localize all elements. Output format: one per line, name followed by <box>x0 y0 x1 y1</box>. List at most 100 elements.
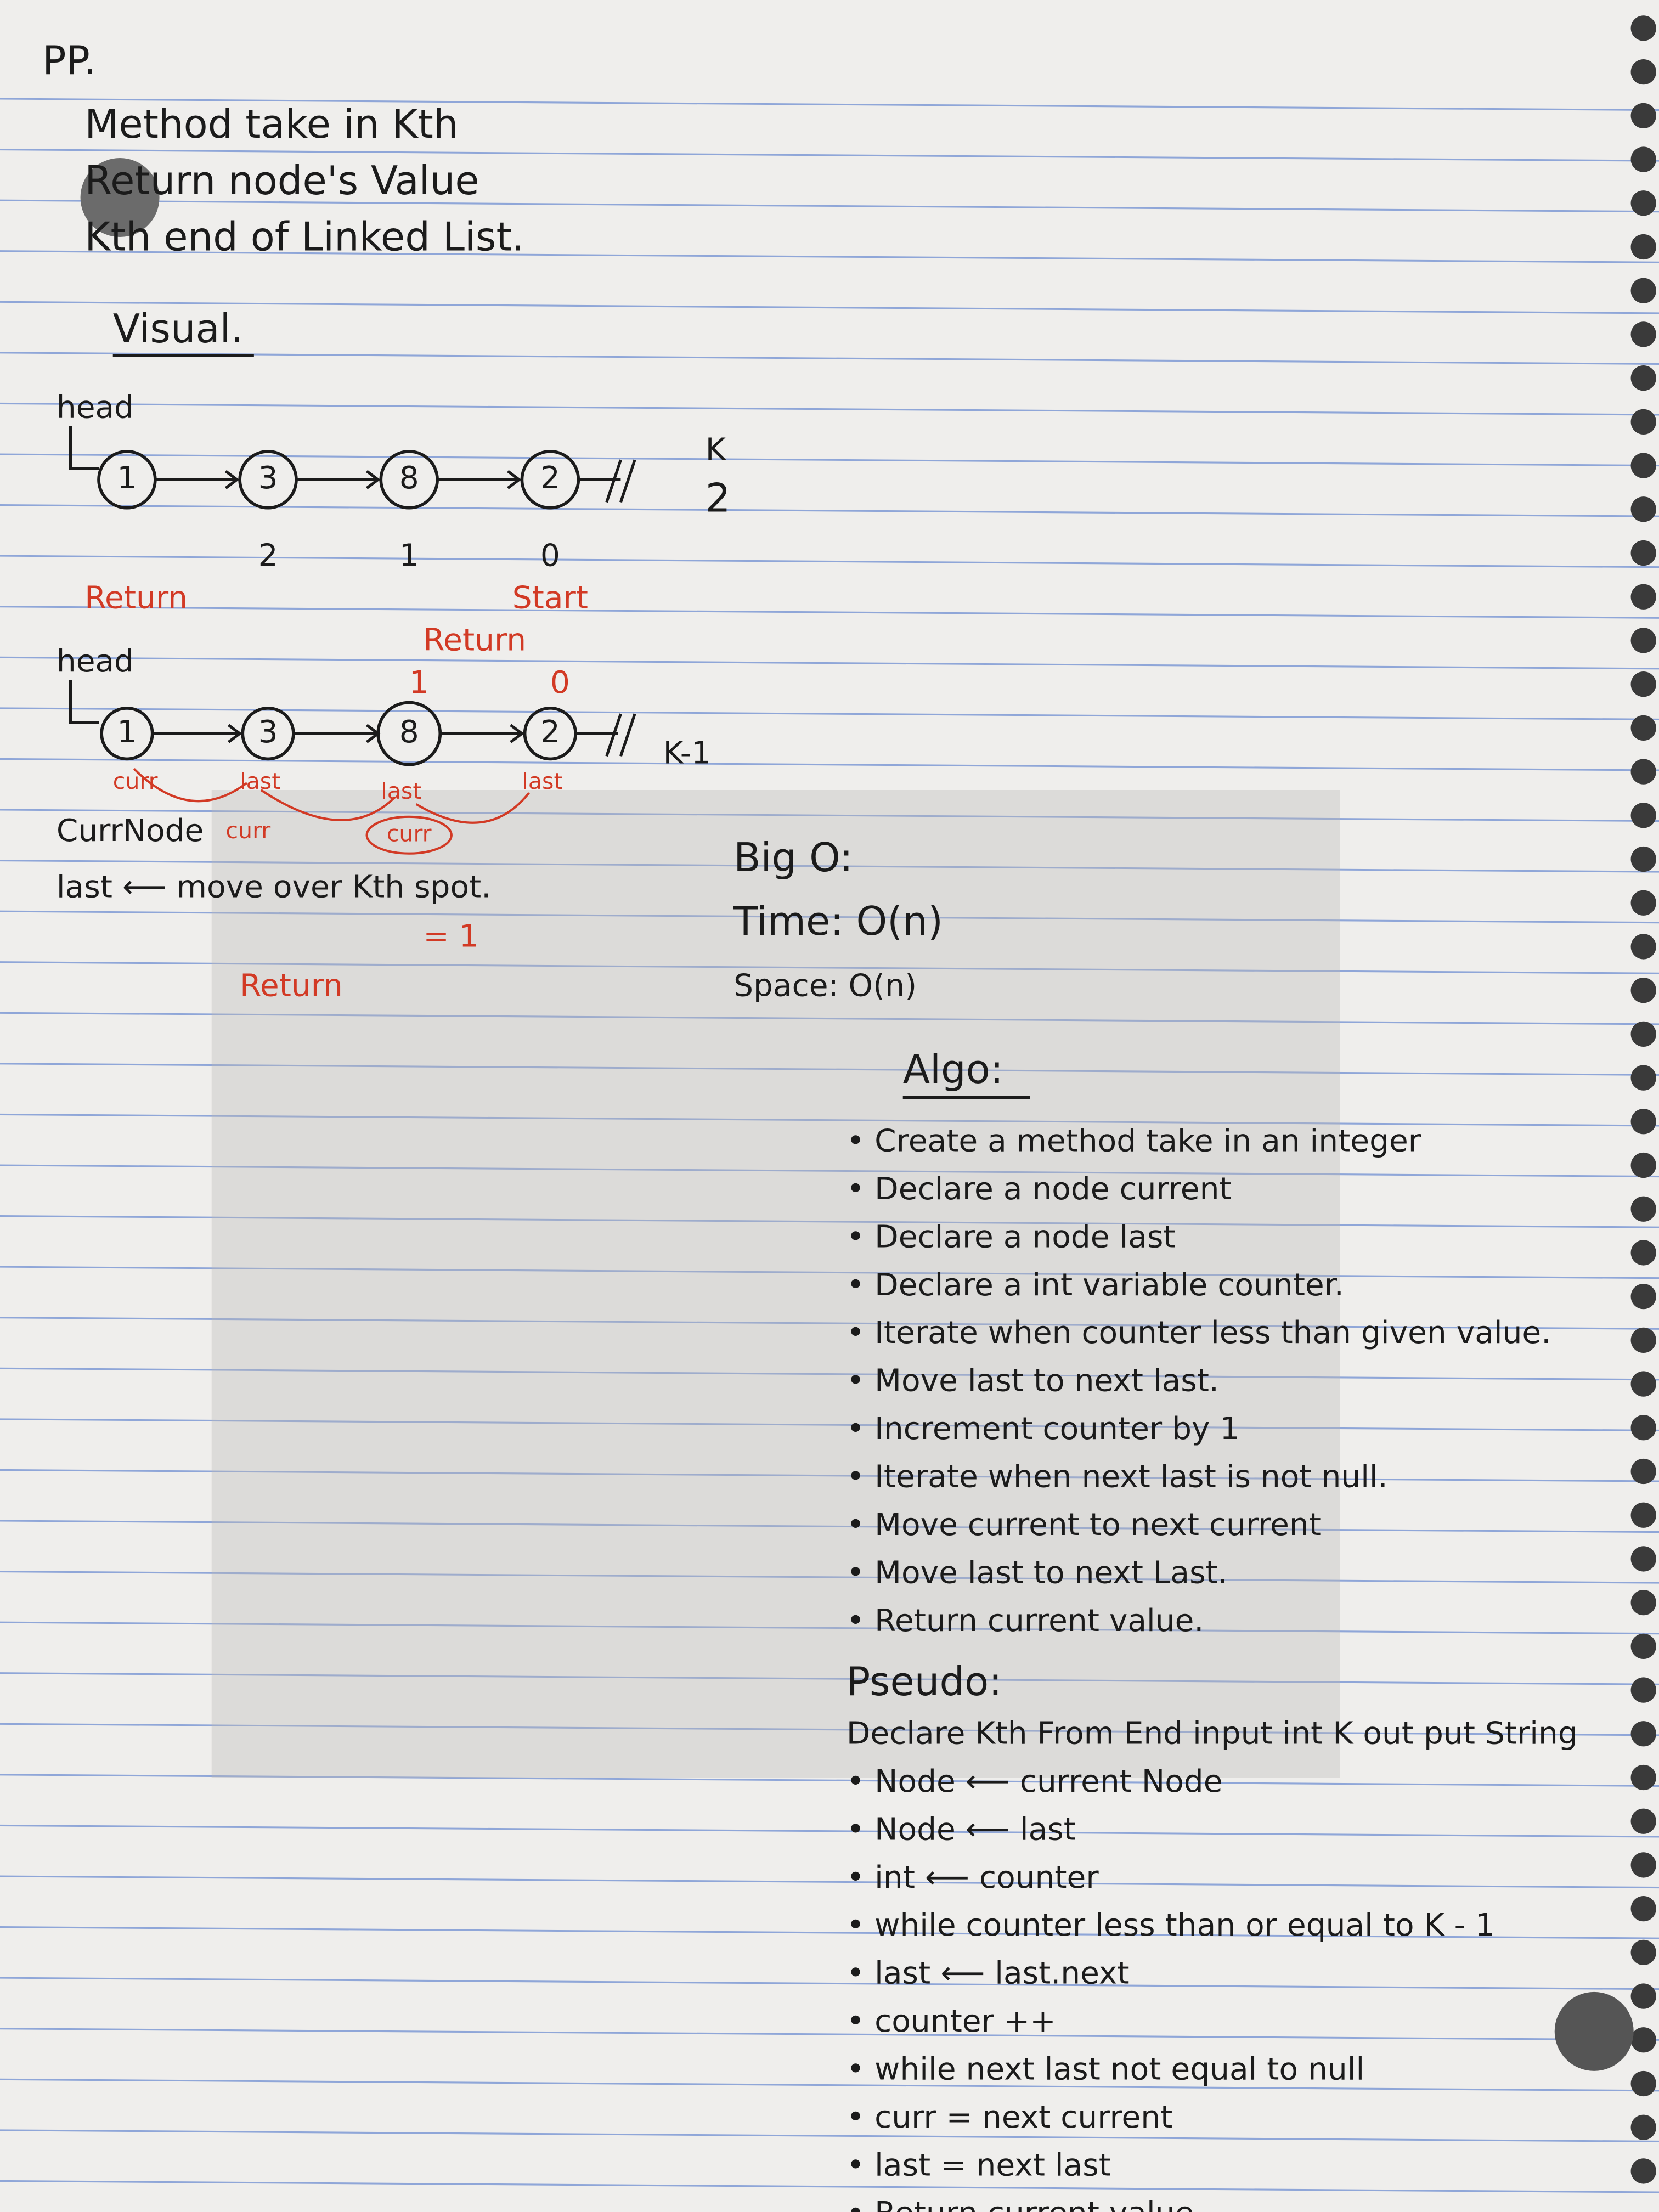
hole <box>1630 846 1656 872</box>
hole <box>1630 278 1656 303</box>
hole <box>1630 1152 1656 1178</box>
rule-line <box>0 2028 1659 2041</box>
pseudo-line: • while counter less than or equal to K … <box>847 1907 1495 1943</box>
hole <box>1630 890 1656 916</box>
rule-line <box>0 2129 1659 2142</box>
hole <box>1630 1109 1656 1135</box>
rule-line <box>0 555 1659 568</box>
node-value: 3 <box>258 460 278 496</box>
hole <box>1630 1502 1656 1528</box>
count: 1 <box>409 664 429 701</box>
rule-line <box>0 1672 1659 1685</box>
shadow <box>211 790 1340 1778</box>
algo-step: • Declare a node last <box>847 1218 1176 1255</box>
hole <box>1630 628 1656 653</box>
hole <box>1630 1196 1656 1222</box>
node-value: 1 <box>117 714 137 750</box>
equals-note: = 1 <box>423 918 478 955</box>
problem-line: Method take in Kth <box>84 101 458 147</box>
rule-line <box>0 758 1659 771</box>
rule-line <box>0 1723 1659 1736</box>
big-o-title: Big O: <box>733 834 853 881</box>
algo-step: • Move last to next last. <box>847 1363 1219 1399</box>
hole <box>1630 1852 1656 1878</box>
hole <box>1630 59 1656 85</box>
hole <box>1630 103 1656 128</box>
rule-line <box>0 910 1659 924</box>
node <box>241 707 295 761</box>
hole <box>1630 321 1656 347</box>
algo-step: • Iterate when next last is not null. <box>847 1458 1388 1494</box>
rule-line <box>0 1266 1659 1279</box>
rule-line <box>0 1621 1659 1635</box>
rule-line <box>0 961 1659 974</box>
curr-label: curr <box>225 817 270 844</box>
punch-hole <box>1554 1991 1634 2071</box>
hole <box>1630 234 1656 260</box>
pseudo-line: • Node ⟵ last <box>847 1811 1076 1847</box>
node-value: 1 <box>117 460 137 496</box>
hole <box>1630 1896 1656 1922</box>
hole <box>1630 584 1656 610</box>
hole <box>1630 540 1656 566</box>
circle-mark <box>365 815 453 855</box>
k-value: 2 <box>706 475 731 521</box>
algo-title: Algo: <box>903 1046 1003 1092</box>
rule-line <box>0 1571 1659 1584</box>
node-value: 2 <box>540 714 560 750</box>
rule-line <box>0 2078 1659 2092</box>
node-value: 8 <box>399 714 419 750</box>
hole <box>1630 1983 1656 2009</box>
count: 0 <box>550 664 570 701</box>
hole <box>1630 2070 1656 2097</box>
pseudo-declare: Declare Kth From End input int K out put… <box>847 1715 1578 1751</box>
hole <box>1630 190 1656 216</box>
hole <box>1630 453 1656 478</box>
rule-line <box>0 301 1659 314</box>
hole <box>1630 1371 1656 1397</box>
index: 0 <box>540 537 560 573</box>
rule-line <box>0 352 1659 365</box>
hole <box>1630 1633 1656 1659</box>
algo-step: • Iterate when counter less than given v… <box>847 1314 1551 1351</box>
hole <box>1630 2158 1656 2184</box>
hole <box>1630 2027 1656 2053</box>
problem-line: Kth end of Linked List. <box>84 214 524 260</box>
algo-step: • Move current to next current <box>847 1506 1321 1543</box>
hole <box>1630 803 1656 828</box>
rule-line <box>0 199 1659 213</box>
rule-line <box>0 1926 1659 1939</box>
algo-step: • Declare a node current <box>847 1171 1232 1207</box>
trace-arrows <box>133 768 530 824</box>
rule-line <box>0 1875 1659 1889</box>
head-label: head <box>57 643 134 679</box>
return-label: Return <box>423 622 526 658</box>
pseudo-line: • curr = next current <box>847 2099 1173 2135</box>
pseudo-line: • last ⟵ last.next <box>847 1955 1130 1991</box>
hole <box>1630 2114 1656 2140</box>
rule-line <box>0 453 1659 467</box>
curr-circled: curr <box>387 820 432 847</box>
head-label: head <box>57 389 134 425</box>
spiral-holes <box>80 15 1656 2184</box>
rule-line <box>0 1824 1659 1838</box>
node-value: 8 <box>399 460 419 496</box>
hole <box>1630 15 1656 41</box>
hole <box>1630 496 1656 522</box>
hole <box>1630 1021 1656 1047</box>
pseudo-title: Pseudo: <box>847 1658 1002 1705</box>
hole <box>1630 1677 1656 1703</box>
rule-line <box>0 1977 1659 1990</box>
links <box>155 459 636 503</box>
space-complexity: Space: O(n) <box>733 968 917 1004</box>
rule-line <box>0 1520 1659 1533</box>
pseudo-line: • counter ++ <box>847 2003 1056 2039</box>
links <box>152 713 636 757</box>
rule-line <box>0 656 1659 670</box>
page-label: PP. <box>42 37 97 83</box>
punch-hole <box>80 158 160 237</box>
trace-label: curr <box>113 768 158 794</box>
algo-step: • Create a method take in an integer <box>847 1122 1421 1159</box>
